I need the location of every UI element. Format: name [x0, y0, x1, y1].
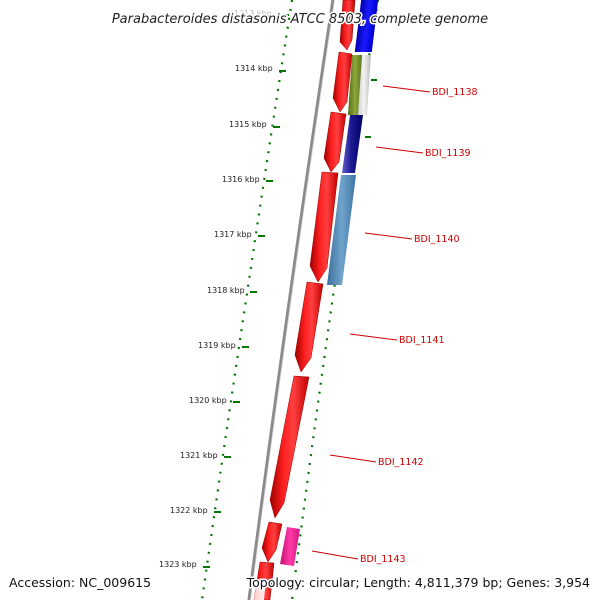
scale-tick-marks: [203, 14, 289, 568]
tick-label: 1322 kbp: [170, 506, 208, 515]
cds-arrow: [261, 521, 283, 563]
cds-features: [253, 0, 356, 600]
cog-pink-feature: [280, 527, 300, 566]
tick-label: 1314 kbp: [235, 64, 273, 73]
cds-arrow: [309, 171, 339, 283]
cds-arrow: [339, 0, 356, 51]
scale-tick-labels: 1313 kbp 1314 kbp 1315 kbp 1316 kbp 1317…: [159, 9, 273, 569]
tick-label: 1318 kbp: [207, 286, 245, 295]
outer-ring-ticks: [365, 79, 377, 138]
genome-backbone: [247, 0, 335, 600]
cog-features: [254, 0, 379, 600]
cog-navy-feature: [342, 115, 363, 173]
tick-label: 1321 kbp: [180, 451, 218, 460]
gene-label[interactable]: BDI_1140: [414, 234, 460, 245]
cog-steel-feature: [327, 175, 356, 285]
cog-olive-feature: [348, 55, 362, 115]
tick-label: 1320 kbp: [189, 396, 227, 405]
gene-label[interactable]: BDI_1138: [432, 87, 478, 98]
accession-text: Accession: NC_009615: [9, 575, 151, 590]
tick-label: 1317 kbp: [214, 230, 252, 239]
tick-label: 1313 kbp: [234, 9, 272, 18]
tick-label: 1323 kbp: [159, 560, 197, 569]
tick-label: 1316 kbp: [222, 175, 260, 184]
gene-label[interactable]: BDI_1139: [425, 148, 471, 159]
cds-arrow: [269, 375, 310, 519]
cds-arrow: [323, 111, 347, 173]
tick-label: 1315 kbp: [229, 120, 267, 129]
cog-blue-feature: [354, 0, 379, 52]
map-title: Parabacteroides distasonis ATCC 8503, co…: [112, 12, 488, 27]
cds-arrow: [332, 51, 353, 113]
cds-arrow: [294, 281, 324, 373]
cog-pale-feature: [254, 580, 266, 600]
topology-text: Topology: circular; Length: 4,811,379 bp…: [246, 575, 590, 590]
tick-label: 1319 kbp: [198, 341, 236, 350]
gene-label[interactable]: BDI_1141: [399, 335, 445, 346]
gene-label[interactable]: BDI_1143: [360, 554, 406, 565]
gene-label-leaders: [311, 85, 431, 560]
gene-labels: BDI_1138 BDI_1139 BDI_1140 BDI_1141 BDI_…: [360, 87, 478, 565]
genome-backbone-highlight: [250, 0, 335, 600]
gene-label[interactable]: BDI_1142: [378, 457, 424, 468]
